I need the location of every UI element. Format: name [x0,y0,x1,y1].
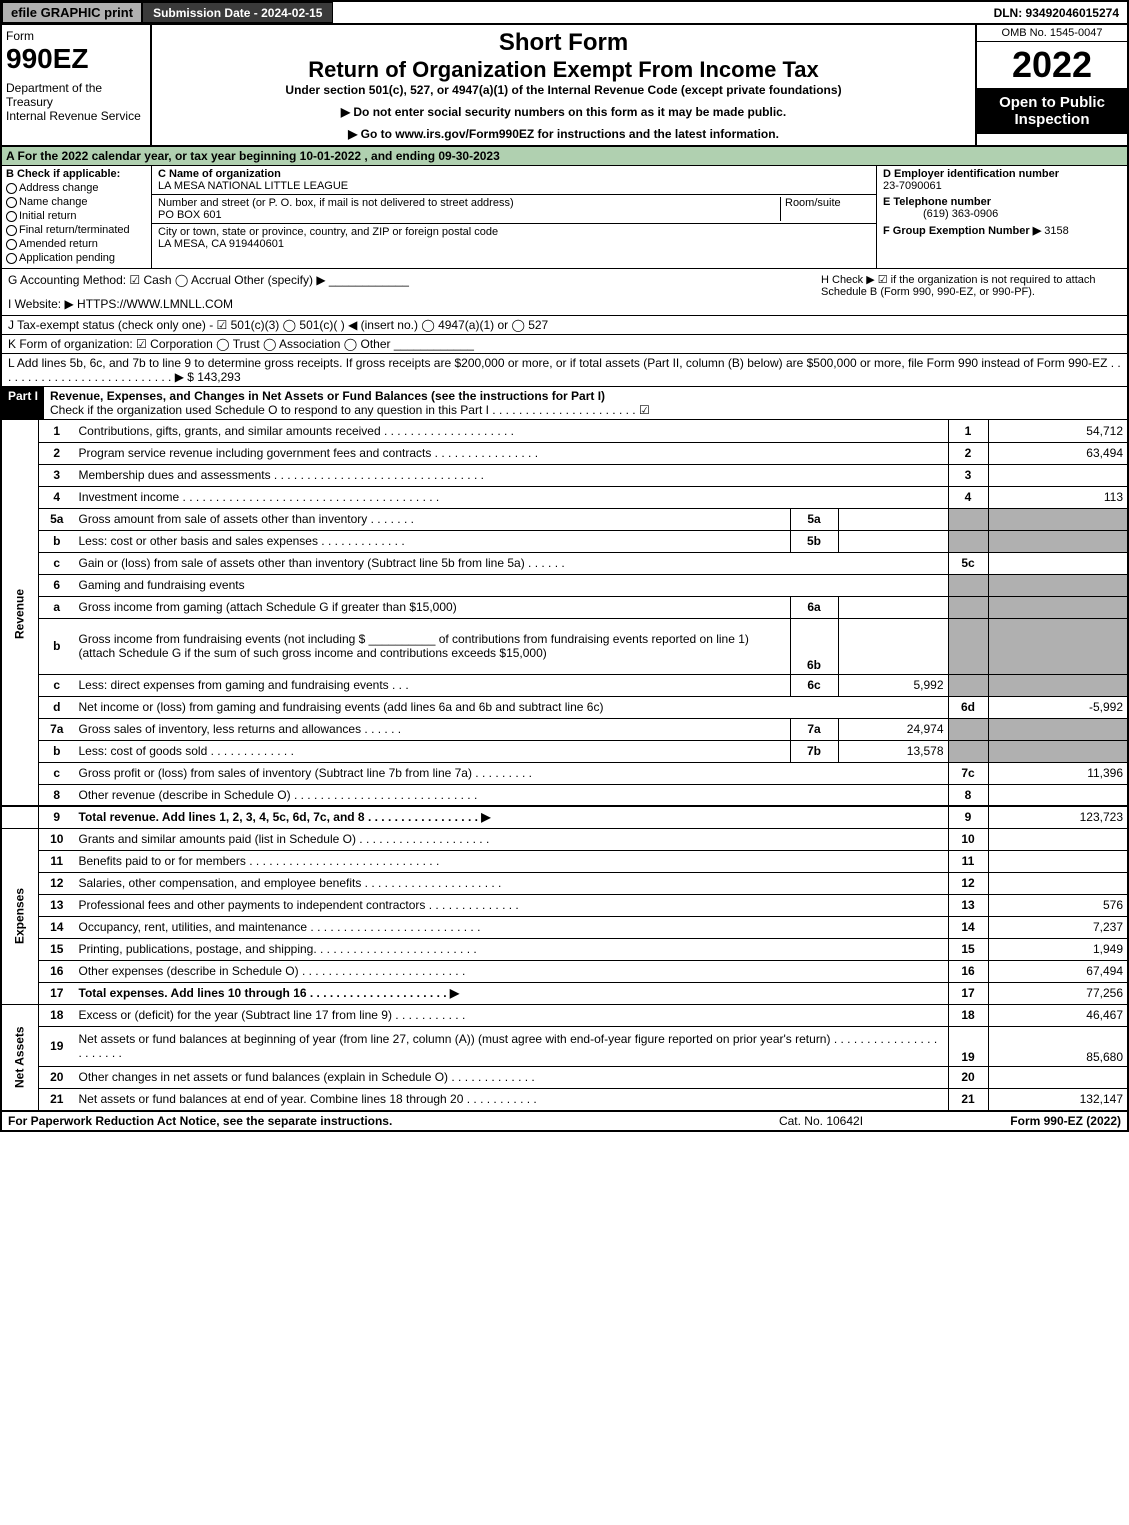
f-label: F Group Exemption Number ▶ [883,225,1041,237]
header-right: OMB No. 1545-0047 2022 Open to Public In… [977,25,1127,145]
d-label: D Employer identification number [883,168,1059,180]
main-title: Return of Organization Exempt From Incom… [156,57,971,83]
col-def: D Employer identification number23-70900… [877,166,1127,268]
part-i-check: Check if the organization used Schedule … [50,403,650,417]
line-6d: dNet income or (loss) from gaming and fu… [1,696,1128,718]
b-label: B Check if applicable: [6,168,147,180]
line-5b: bLess: cost or other basis and sales exp… [1,530,1128,552]
col-b: B Check if applicable: Address change Na… [2,166,152,268]
line-7b: bLess: cost of goods sold . . . . . . . … [1,740,1128,762]
row-a-tax-year: A For the 2022 calendar year, or tax yea… [0,147,1129,166]
instr-1: ▶ Do not enter social security numbers o… [156,105,971,119]
line-18: Net Assets 18Excess or (deficit) for the… [1,1004,1128,1026]
line-3: 3Membership dues and assessments . . . .… [1,464,1128,486]
row-gh: G Accounting Method: ☑ Cash ◯ Accrual Ot… [0,269,1129,316]
section-bcdef: B Check if applicable: Address change Na… [0,166,1129,269]
line-5a: 5aGross amount from sale of assets other… [1,508,1128,530]
chk-application-pending[interactable]: Application pending [6,252,147,264]
top-bar: efile GRAPHIC print Submission Date - 20… [0,0,1129,25]
tax-year: 2022 [977,42,1127,88]
spacer [333,2,985,23]
short-form-title: Short Form [156,29,971,57]
line-7a: 7aGross sales of inventory, less returns… [1,718,1128,740]
phone-value: (619) 363-0906 [883,208,998,220]
j-tax-exempt: J Tax-exempt status (check only one) - ☑… [0,316,1129,335]
sidelabel-revenue: Revenue [1,420,39,806]
e-label: E Telephone number [883,196,991,208]
l-gross-receipts: L Add lines 5b, 6c, and 7b to line 9 to … [0,354,1129,387]
ein-value: 23-7090061 [883,180,942,192]
efile-print-button[interactable]: efile GRAPHIC print [2,2,142,23]
street-value: PO BOX 601 [158,209,222,221]
chk-address-change[interactable]: Address change [6,182,147,194]
line-20: 20Other changes in net assets or fund ba… [1,1066,1128,1088]
h-check: H Check ▶ ☑ if the organization is not r… [821,273,1121,311]
line-1: Revenue 1Contributions, gifts, grants, a… [1,420,1128,442]
line-16: 16Other expenses (describe in Schedule O… [1,960,1128,982]
part-i-header: Part I Revenue, Expenses, and Changes in… [0,387,1129,420]
c-name-label: C Name of organization [158,168,281,180]
org-name: LA MESA NATIONAL LITTLE LEAGUE [158,180,348,192]
line-6b: bGross income from fundraising events (n… [1,618,1128,674]
line-6c: cLess: direct expenses from gaming and f… [1,674,1128,696]
line-15: 15Printing, publications, postage, and s… [1,938,1128,960]
instr-2: ▶ Go to www.irs.gov/Form990EZ for instru… [156,127,971,141]
chk-amended-return[interactable]: Amended return [6,238,147,250]
footer-cat: Cat. No. 10642I [721,1114,921,1128]
k-form-org: K Form of organization: ☑ Corporation ◯ … [0,335,1129,354]
line-6a: aGross income from gaming (attach Schedu… [1,596,1128,618]
col-c: C Name of organization LA MESA NATIONAL … [152,166,877,268]
open-to-public: Open to Public Inspection [977,88,1127,134]
chk-initial-return[interactable]: Initial return [6,210,147,222]
line-9: 9Total revenue. Add lines 1, 2, 3, 4, 5c… [1,806,1128,828]
dept-label: Department of the Treasury Internal Reve… [6,81,146,123]
line-7c: cGross profit or (loss) from sales of in… [1,762,1128,784]
sidelabel-netassets: Net Assets [1,1004,39,1110]
part-i-label: Part I [2,387,44,419]
subtitle: Under section 501(c), 527, or 4947(a)(1)… [156,83,971,97]
sidelabel-expenses: Expenses [1,828,39,1004]
page-footer: For Paperwork Reduction Act Notice, see … [0,1111,1129,1132]
line-11: 11Benefits paid to or for members . . . … [1,850,1128,872]
line-21: 21Net assets or fund balances at end of … [1,1088,1128,1110]
city-label: City or town, state or province, country… [158,226,498,238]
line-14: 14Occupancy, rent, utilities, and mainte… [1,916,1128,938]
chk-final-return[interactable]: Final return/terminated [6,224,147,236]
city-value: LA MESA, CA 919440601 [158,238,284,250]
footer-form: Form 990-EZ (2022) [921,1114,1121,1128]
line-13: 13Professional fees and other payments t… [1,894,1128,916]
line-17: 17Total expenses. Add lines 10 through 1… [1,982,1128,1004]
omb-number: OMB No. 1545-0047 [977,25,1127,42]
form-number: 990EZ [6,43,146,75]
part-i-heading: Revenue, Expenses, and Changes in Net As… [50,389,605,403]
submission-date: Submission Date - 2024-02-15 [142,2,333,23]
form-word: Form [6,29,146,43]
footer-left: For Paperwork Reduction Act Notice, see … [8,1114,721,1128]
line-5c: cGain or (loss) from sale of assets othe… [1,552,1128,574]
line-8: 8Other revenue (describe in Schedule O) … [1,784,1128,806]
group-exemption-value: 3158 [1044,225,1068,237]
header-center: Short Form Return of Organization Exempt… [152,25,977,145]
line-2: 2Program service revenue including gover… [1,442,1128,464]
i-website: I Website: ▶ HTTPS://WWW.LMNLL.COM [8,297,821,311]
line-6: 6Gaming and fundraising events [1,574,1128,596]
line-12: 12Salaries, other compensation, and empl… [1,872,1128,894]
chk-name-change[interactable]: Name change [6,196,147,208]
line-10: Expenses 10Grants and similar amounts pa… [1,828,1128,850]
street-label: Number and street (or P. O. box, if mail… [158,197,514,209]
form-header: Form 990EZ Department of the Treasury In… [0,25,1129,147]
room-suite-label: Room/suite [780,197,870,221]
line-19: 19Net assets or fund balances at beginni… [1,1026,1128,1066]
part-i-table: Revenue 1Contributions, gifts, grants, a… [0,420,1129,1111]
g-accounting-method: G Accounting Method: ☑ Cash ◯ Accrual Ot… [8,273,821,287]
line-4: 4Investment income . . . . . . . . . . .… [1,486,1128,508]
header-left: Form 990EZ Department of the Treasury In… [2,25,152,145]
dln-label: DLN: 93492046015274 [986,2,1127,23]
